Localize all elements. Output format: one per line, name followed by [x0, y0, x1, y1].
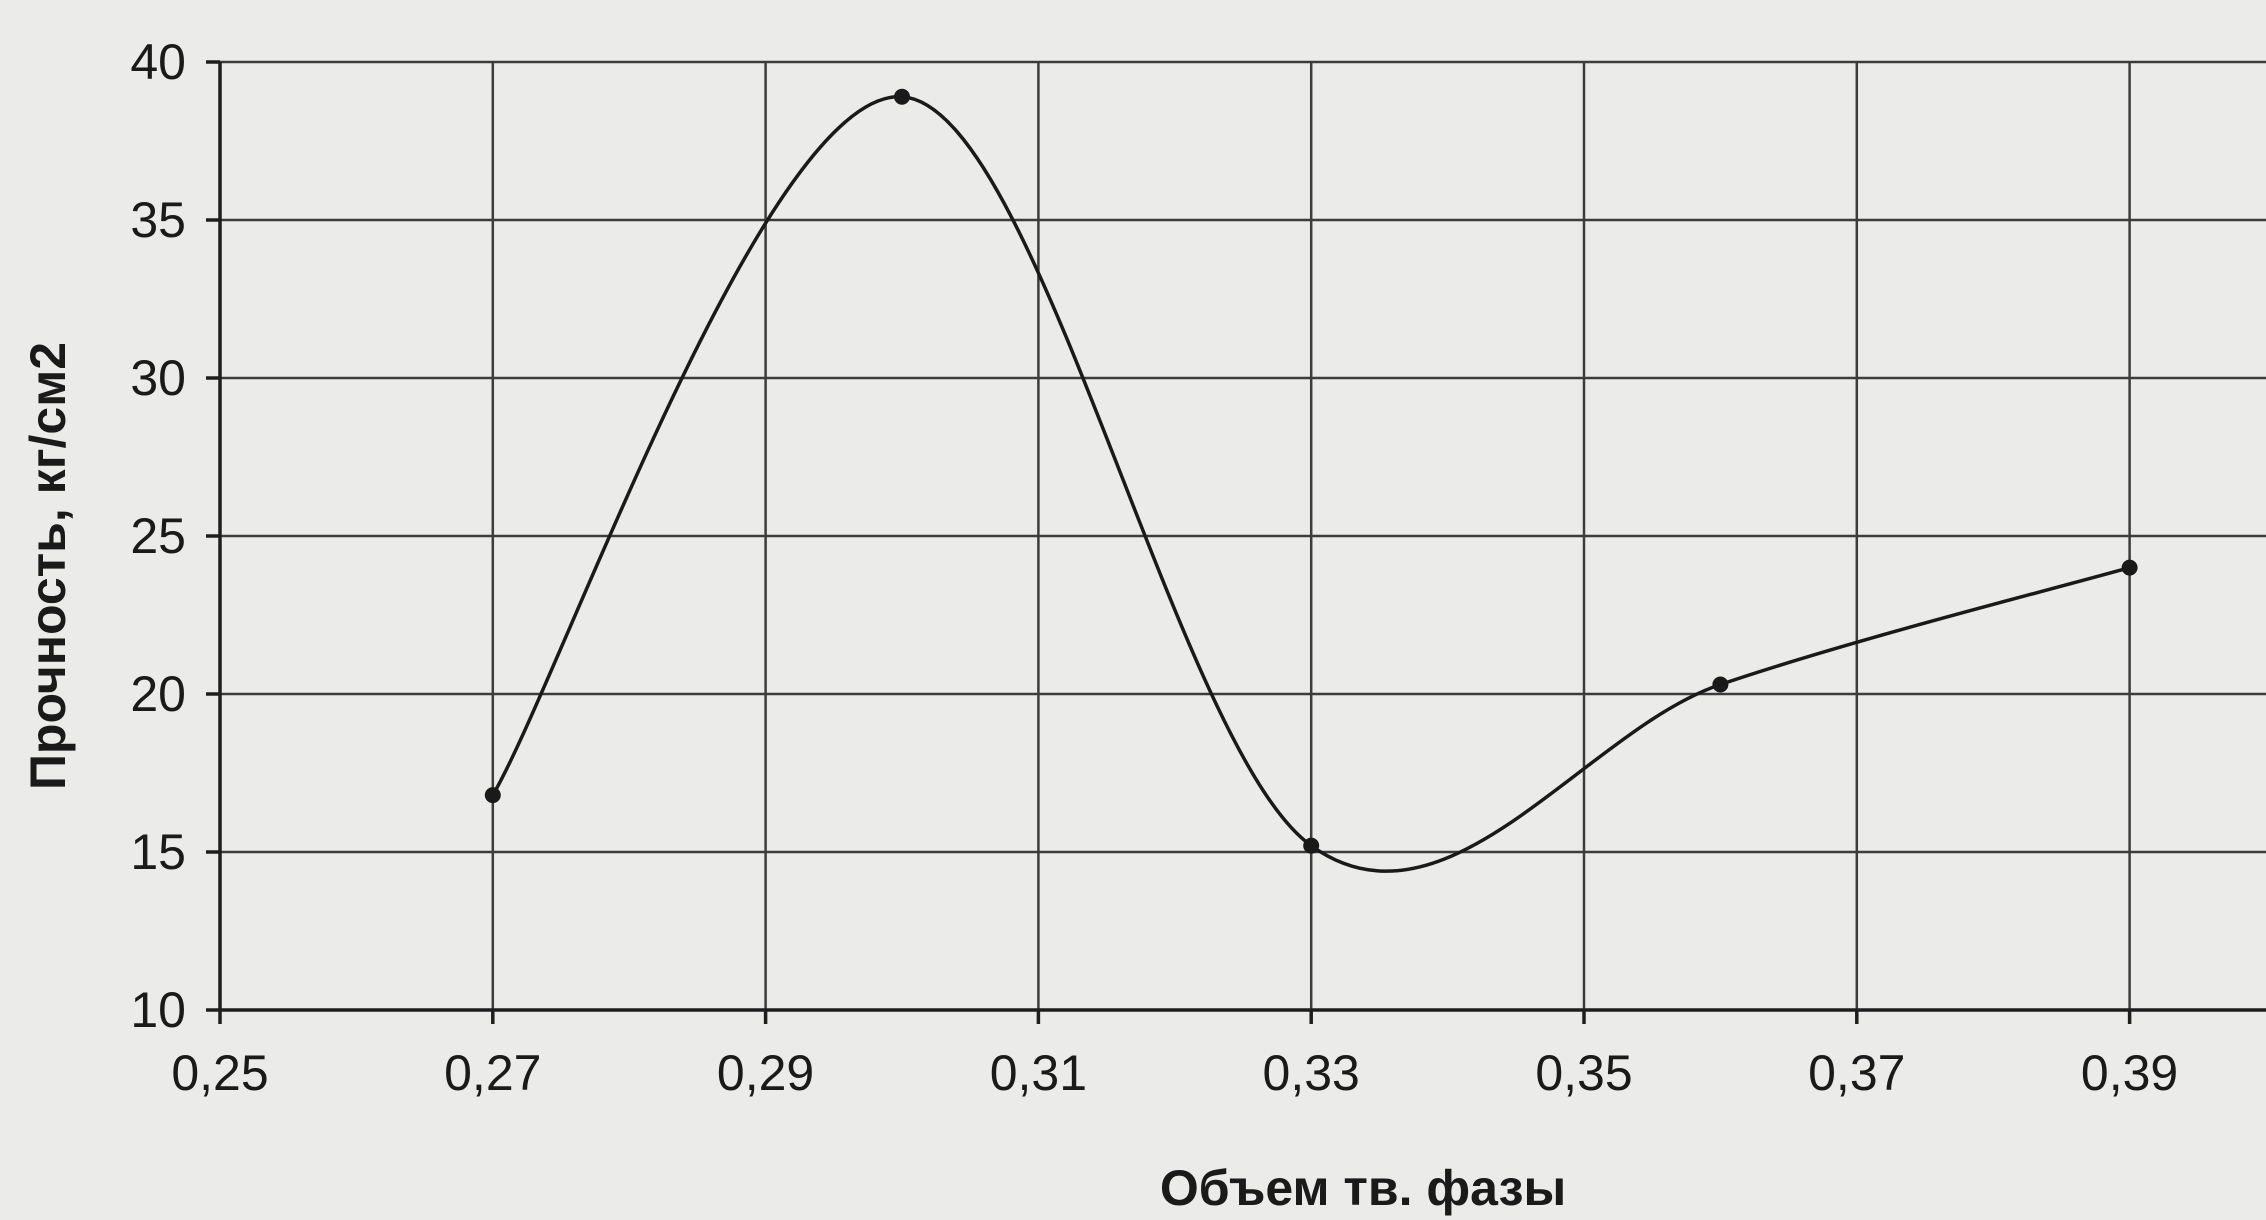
series [484, 88, 2138, 873]
x-tick-label: 0,31 [990, 1045, 1087, 1101]
y-tick-label: 25 [130, 508, 186, 564]
data-point [894, 88, 910, 105]
x-tick-label: 0,33 [1263, 1045, 1360, 1101]
x-tick-label: 0,35 [1535, 1045, 1632, 1101]
y-tick-label: 15 [130, 824, 186, 880]
x-tick-label: 0,25 [171, 1045, 268, 1101]
y-tick-label: 30 [130, 350, 186, 406]
x-tick-label: 0,27 [444, 1045, 541, 1101]
y-tick-label: 20 [130, 666, 186, 722]
axes [206, 60, 2266, 1024]
series-line [491, 94, 2131, 873]
data-point [1712, 676, 1729, 693]
data-point [1303, 837, 1320, 854]
gridlines [220, 60, 2266, 1010]
x-tick-label: 0,37 [1808, 1045, 1905, 1101]
y-tick-label: 35 [130, 192, 186, 248]
data-point [484, 787, 501, 804]
y-axis-title: Прочность, кг/см2 [20, 342, 76, 790]
x-axis-title: Объем тв. фазы [1160, 1160, 1566, 1216]
y-tick-label: 40 [130, 34, 186, 90]
x-tick-label: 0,39 [2081, 1045, 2178, 1101]
y-tick-label: 10 [130, 982, 186, 1038]
x-tick-label: 0,29 [717, 1045, 814, 1101]
tick-labels: 0,25 0,27 0,29 0,31 0,33 0,35 0,37 0,39 10 15 20 25… [130, 34, 2178, 1101]
data-point [2121, 559, 2138, 576]
